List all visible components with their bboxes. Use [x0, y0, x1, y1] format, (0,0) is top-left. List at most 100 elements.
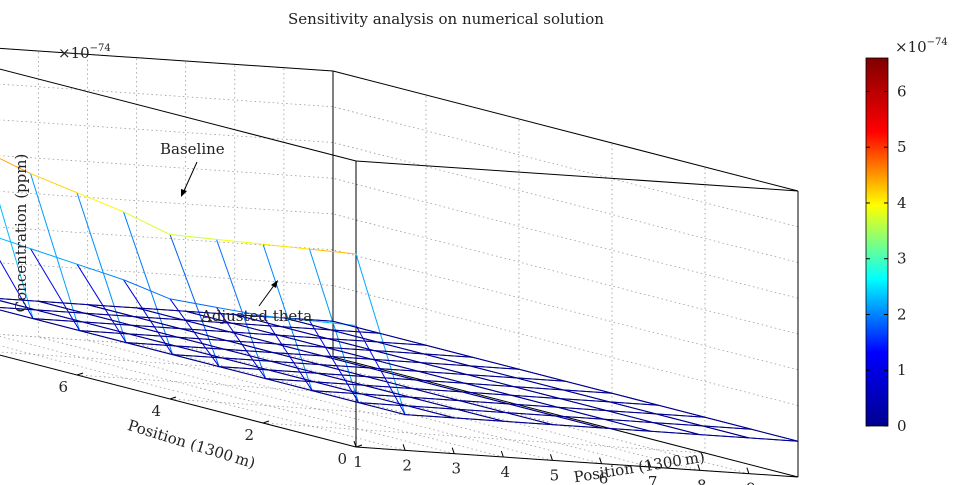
surface-mesh-line: [265, 378, 315, 383]
surface-mesh-line: [82, 321, 129, 335]
surface-mesh-line: [262, 243, 310, 250]
surface-mesh-line: [462, 391, 512, 396]
surface-mesh-line: [379, 332, 427, 346]
surface-mesh-line: [33, 318, 83, 323]
surface-mesh-line: [221, 357, 269, 371]
grid-line: [0, 262, 334, 286]
surface-mesh-line: [224, 348, 274, 354]
x-tick-label: 2: [402, 456, 412, 474]
x-tick-label: 3: [451, 460, 461, 478]
adjusted-theta-label: Adjusted theta: [200, 307, 312, 325]
surface-mesh-line: [87, 304, 135, 318]
surface-mesh-line: [319, 364, 367, 378]
surface-mesh-line: [175, 345, 225, 350]
surface-mesh-line: [278, 334, 328, 340]
surface-mesh-line: [281, 326, 328, 340]
x-tick-label: 8: [697, 476, 707, 485]
surface-mesh-line: [554, 415, 602, 429]
surface-mesh-line: [0, 237, 31, 250]
surface-mesh-line: [653, 422, 703, 427]
surface-mesh-line: [262, 244, 313, 391]
surface-mesh-line: [472, 356, 520, 370]
surface-mesh-line: [270, 360, 320, 366]
surface-mesh-line: [562, 389, 610, 403]
surface-mesh-line: [322, 355, 370, 369]
surface-mesh-line: [423, 353, 473, 358]
surface-mesh-line: [317, 372, 364, 386]
surface-mesh-line: [505, 412, 556, 417]
colorbar: ×10−74 0 1 2 3 4 5 6: [865, 37, 948, 435]
grid-line: [0, 190, 334, 215]
x-tick-mark: [746, 467, 750, 474]
surface-mesh-line: [35, 309, 85, 314]
surface-mesh-line: [216, 239, 267, 379]
adjusted-theta-arrow: [258, 283, 276, 307]
surface-mesh-line: [606, 410, 656, 415]
surface-mesh-line: [278, 334, 326, 348]
y-tick-label: 2: [244, 426, 254, 444]
surface-mesh-line: [169, 234, 217, 240]
surface-mesh-line: [322, 355, 372, 360]
y-axis-label: Position (1300 m): [126, 416, 258, 472]
surface-mesh-line: [317, 372, 367, 378]
baseline-arrow: [182, 161, 198, 194]
y-tick-label: 4: [151, 402, 161, 420]
surface-mesh-line: [704, 416, 752, 430]
surface-mesh-line: [185, 310, 235, 316]
surface-mesh-line: [327, 338, 375, 352]
axis-box-edge: [0, 68, 357, 162]
surface-mesh-line: [511, 394, 561, 400]
surface-mesh-line: [412, 388, 460, 402]
surface-mesh-line: [469, 365, 517, 379]
surface-mesh-line: [76, 263, 124, 281]
surface-mesh-line: [123, 211, 171, 235]
colorbar-tick-label: 3: [897, 250, 907, 268]
x-tick-mark: [549, 454, 553, 461]
surface-mesh-line: [128, 333, 176, 347]
surface-mesh-line: [312, 390, 362, 395]
surface-mesh-line: [368, 367, 416, 381]
surface-mesh-line: [557, 406, 605, 420]
grid-line: [0, 155, 334, 179]
surface-mesh-line: [456, 408, 506, 414]
surface-mesh-line: [751, 428, 799, 442]
axis-box-edge: [355, 446, 799, 478]
axis-box-edge: [332, 70, 799, 192]
surface-mesh-line: [552, 424, 602, 429]
grid-line: [332, 213, 799, 335]
grid-line: [262, 422, 706, 454]
surface-mesh-line: [270, 360, 318, 374]
y-tick-mark: [76, 372, 84, 376]
surface-mesh-line: [79, 330, 129, 335]
surface-mesh-line: [0, 300, 36, 311]
surface-mesh-line: [229, 331, 277, 345]
surface-mesh-line: [175, 345, 222, 359]
colorbar-tick-label: 0: [897, 417, 907, 435]
surface-mesh-line: [232, 322, 282, 328]
surface-mesh-line: [467, 374, 514, 388]
surface-mesh-line: [467, 374, 517, 379]
surface-mesh-line: [216, 238, 264, 245]
surface-mesh-line: [327, 338, 377, 343]
surface-mesh-line: [464, 382, 514, 388]
surface-mesh-line: [601, 427, 651, 432]
surface-mesh-line: [0, 158, 31, 174]
colorbar-exponent: ×10−74: [895, 37, 948, 56]
surface-mesh-line: [516, 377, 564, 391]
surface-mesh-line: [355, 325, 406, 415]
surface-mesh-line: [560, 398, 607, 412]
surface-mesh-line: [169, 234, 220, 367]
surface-mesh-line: [169, 298, 217, 308]
surface-mesh-line: [374, 350, 424, 355]
surface-mesh-line: [407, 405, 457, 410]
surface-mesh-line: [309, 248, 357, 255]
surface-mesh-line: [275, 343, 323, 357]
surface-mesh-line: [511, 394, 558, 408]
surface-mesh-line: [376, 341, 427, 346]
surface-mesh-line: [503, 420, 553, 426]
surface-mesh-line: [702, 425, 752, 430]
surface-mesh-line: [281, 326, 331, 331]
surface-mesh-line: [562, 389, 613, 394]
surface-mesh-line: [374, 350, 421, 364]
axes-box: [0, 47, 799, 478]
